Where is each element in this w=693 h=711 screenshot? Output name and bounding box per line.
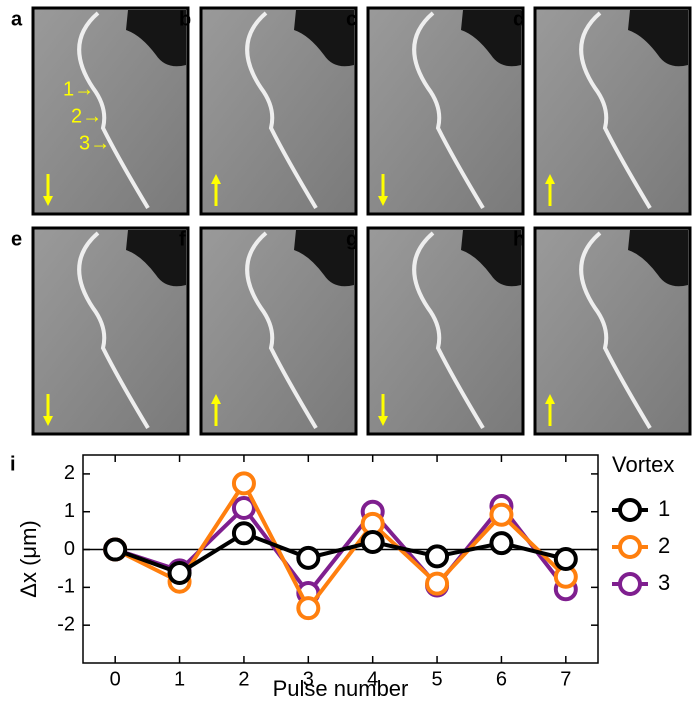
y-tick-label: -1 <box>57 576 75 598</box>
x-tick-label: 6 <box>496 668 507 690</box>
data-point <box>425 544 450 569</box>
dark-region <box>294 10 354 67</box>
data-point <box>553 547 578 571</box>
legend-marker <box>618 498 642 522</box>
image-panel: e <box>11 226 190 436</box>
domain-wall <box>77 11 150 210</box>
domain-wall <box>77 231 150 430</box>
x-tick-label: 3 <box>303 668 314 690</box>
data-point <box>489 531 514 556</box>
panel-label: g <box>346 228 358 250</box>
vortex-annotation: 3→ <box>79 132 110 154</box>
x-tick-label: 0 <box>110 668 121 690</box>
domain-wall <box>579 231 652 430</box>
field-arrow-head <box>43 196 53 206</box>
dark-region <box>126 10 186 67</box>
domain-wall <box>245 231 318 430</box>
domain-wall <box>412 11 485 210</box>
legend-marker <box>618 572 642 596</box>
dark-region <box>628 10 688 67</box>
image-panel: f <box>179 226 358 436</box>
panel-label: a <box>11 8 23 30</box>
dark-region <box>628 230 688 287</box>
panel-label: i <box>10 453 16 475</box>
image-panel: c <box>346 6 525 216</box>
legend-marker <box>618 535 642 559</box>
dark-region <box>461 230 521 287</box>
vortex-annotation: 1→ <box>63 78 94 100</box>
data-point <box>425 571 450 596</box>
legend-label: 2 <box>658 533 670 558</box>
panel-label: f <box>179 228 186 250</box>
domain-wall <box>579 11 652 210</box>
field-arrow-head <box>545 174 555 184</box>
x-tick-label: 7 <box>560 668 571 690</box>
plot-frame <box>82 454 599 664</box>
legend-title: Vortex <box>612 452 674 477</box>
x-tick-label: 5 <box>432 668 443 690</box>
data-point <box>296 545 321 570</box>
dark-region <box>461 10 521 67</box>
field-arrow-head <box>43 416 53 426</box>
field-arrow-head <box>545 394 555 404</box>
image-panel: a 1→ 2→ 3→ <box>11 6 190 216</box>
legend-label: 1 <box>658 496 670 521</box>
domain-wall <box>412 231 485 430</box>
data-point <box>231 521 256 546</box>
field-arrow-head <box>378 196 388 206</box>
panel-label: c <box>346 8 357 30</box>
data-point <box>231 471 256 496</box>
x-tick-label: 4 <box>367 668 378 690</box>
panel-label: b <box>179 8 191 30</box>
image-panel: g <box>346 226 525 436</box>
field-arrow-head <box>378 416 388 426</box>
dark-region <box>126 230 186 287</box>
x-axis-label: Pulse number <box>273 676 409 701</box>
y-axis-label: Δx (μm) <box>16 520 41 597</box>
data-point <box>231 495 256 520</box>
data-point <box>167 560 192 585</box>
x-tick-label: 2 <box>238 668 249 690</box>
vortex-annotation: 2→ <box>71 105 102 127</box>
domain-wall <box>245 11 318 210</box>
image-panel: b <box>179 6 358 216</box>
panel-label: h <box>513 228 525 250</box>
image-panel: d <box>513 6 692 216</box>
field-arrow-head <box>211 394 221 404</box>
y-tick-label: 0 <box>64 538 75 560</box>
dark-region <box>294 230 354 287</box>
data-point <box>296 596 321 621</box>
image-panel: h <box>513 226 692 436</box>
panel-label: d <box>513 8 525 30</box>
y-tick-label: -2 <box>57 613 75 635</box>
panel-label: e <box>11 228 22 250</box>
field-arrow-head <box>211 174 221 184</box>
y-tick-label: 2 <box>64 462 75 484</box>
data-point <box>103 537 128 562</box>
data-point <box>360 529 385 554</box>
y-tick-label: 1 <box>64 500 75 522</box>
legend-label: 3 <box>658 570 670 595</box>
data-point <box>489 502 514 527</box>
x-tick-label: 1 <box>174 668 185 690</box>
